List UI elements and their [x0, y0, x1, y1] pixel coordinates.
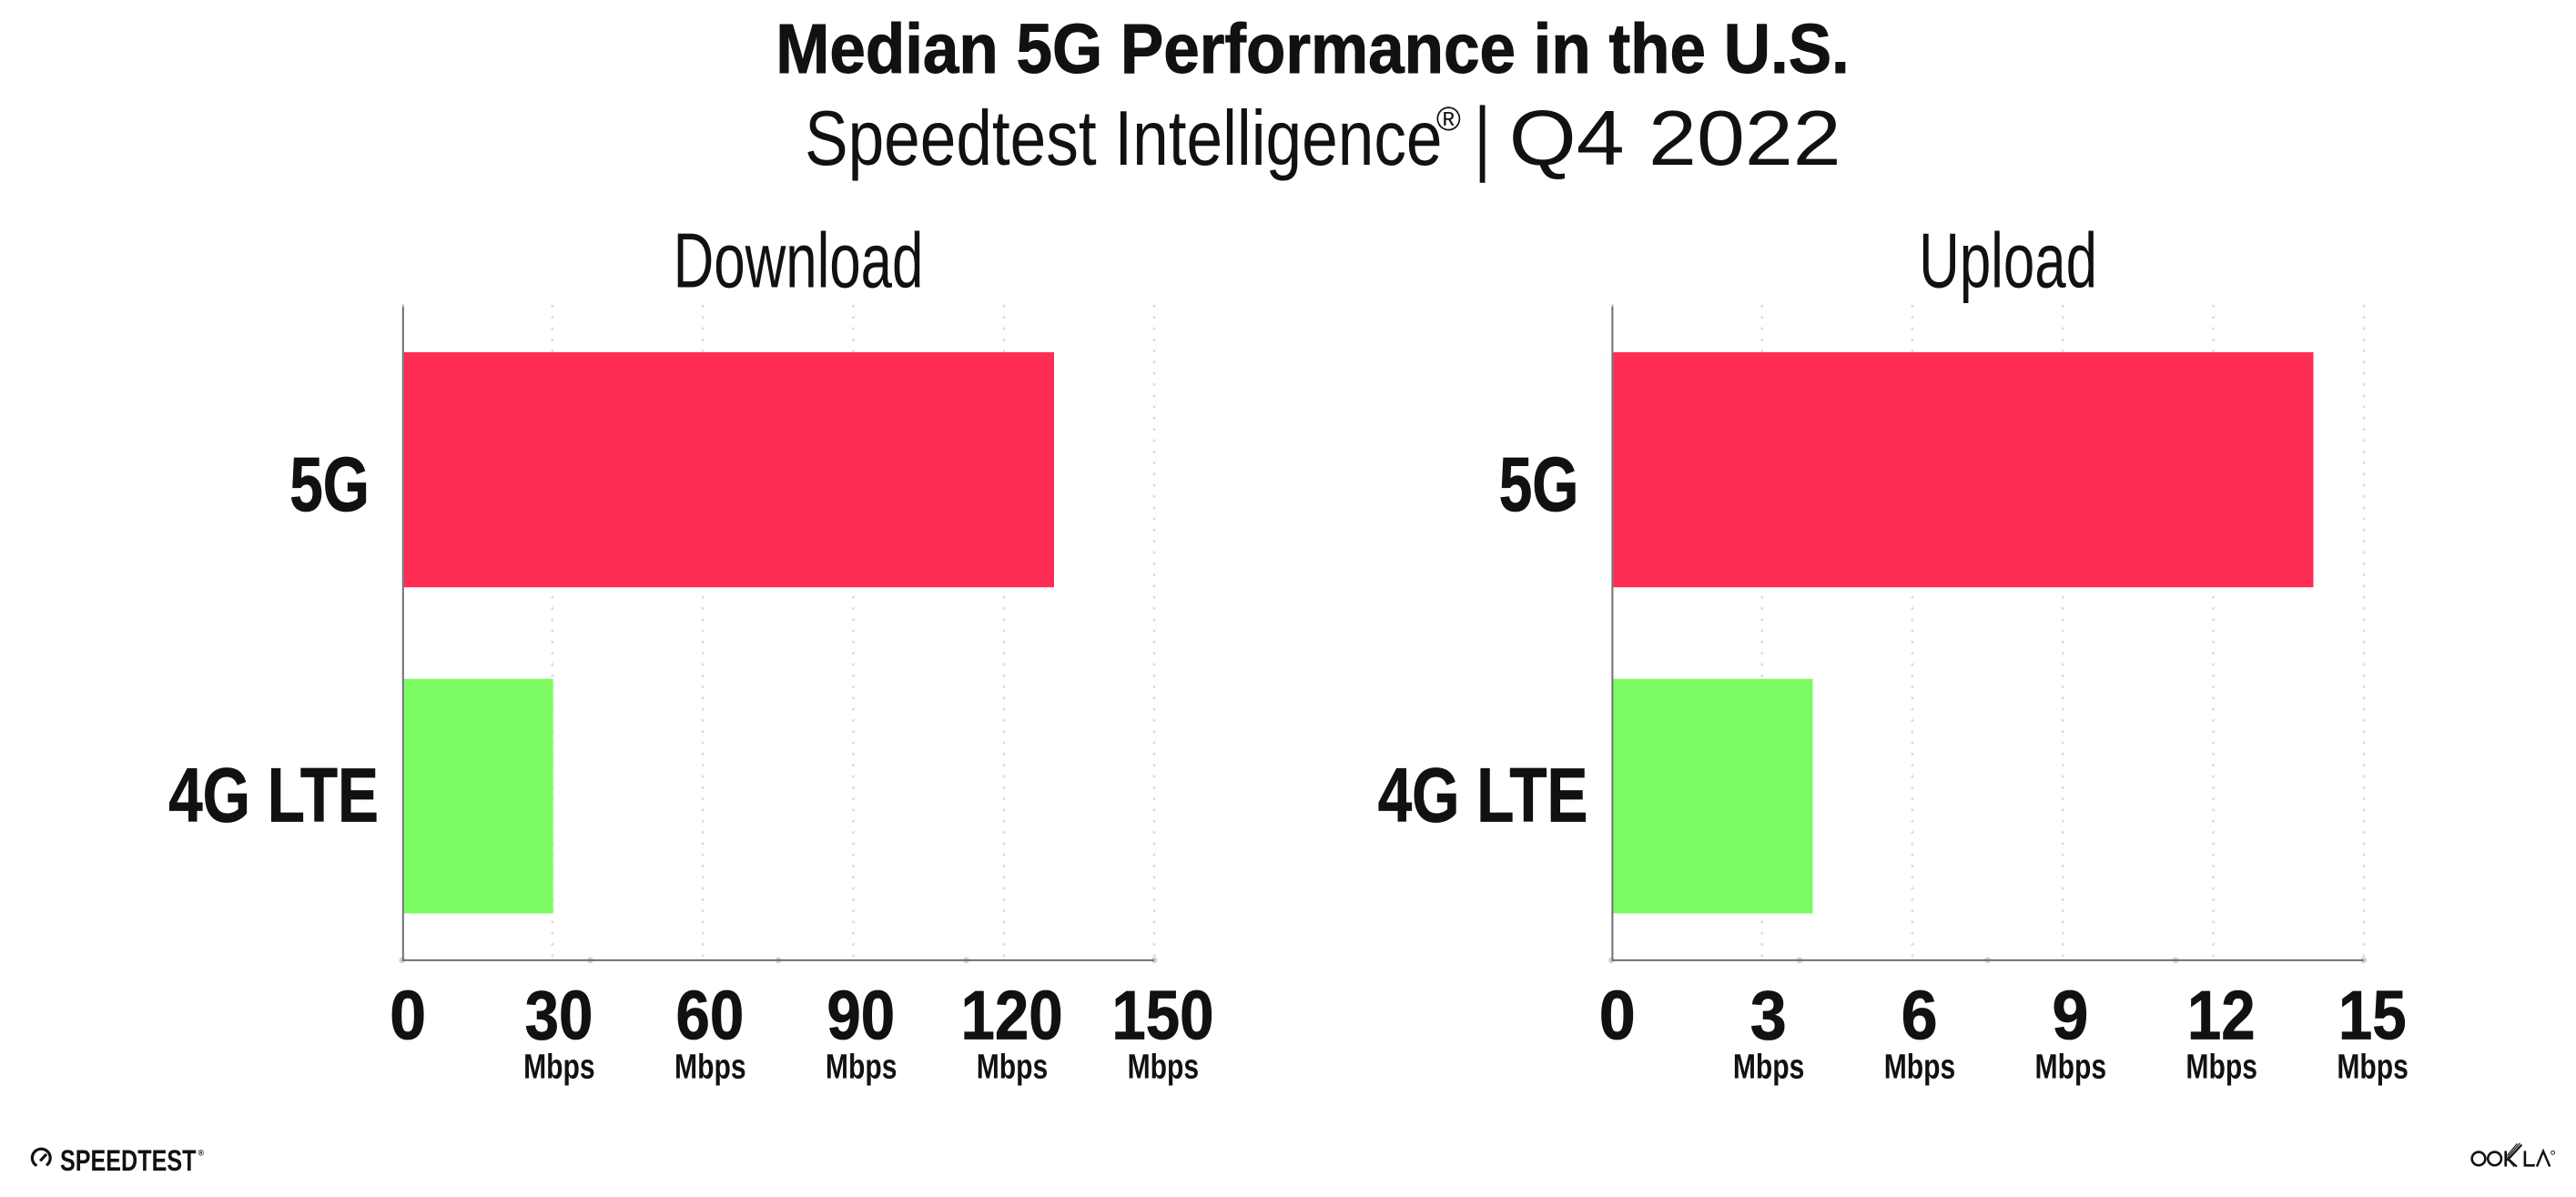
svg-text:90: 90	[827, 978, 895, 1055]
svg-text:0: 0	[390, 977, 426, 1054]
svg-text:5G: 5G	[1499, 441, 1579, 528]
svg-text:Speedtest Intelligence: Speedtest Intelligence	[805, 95, 1442, 182]
svg-text:Mbps: Mbps	[2337, 1048, 2409, 1086]
svg-text:Mbps: Mbps	[1884, 1048, 1956, 1086]
svg-text:60: 60	[676, 978, 745, 1055]
svg-text:®: ®	[1436, 100, 1461, 137]
svg-text:4G LTE: 4G LTE	[1378, 753, 1588, 838]
svg-text:3: 3	[1750, 977, 1787, 1054]
svg-text:12: 12	[2187, 978, 2256, 1055]
svg-text:4G LTE: 4G LTE	[168, 753, 379, 838]
svg-text:6: 6	[1902, 977, 1938, 1054]
svg-text:Mbps: Mbps	[2186, 1048, 2257, 1086]
svg-text:15: 15	[2338, 978, 2407, 1055]
svg-text:®: ®	[198, 1149, 205, 1158]
svg-text:Mbps: Mbps	[674, 1048, 746, 1086]
svg-text:5G: 5G	[289, 441, 370, 528]
svg-text:0: 0	[1599, 977, 1636, 1054]
svg-text:Mbps: Mbps	[523, 1048, 595, 1086]
svg-text:Mbps: Mbps	[2035, 1048, 2107, 1086]
svg-text:Download: Download	[674, 218, 924, 304]
svg-text:Upload: Upload	[1919, 218, 2097, 304]
svg-text:Mbps: Mbps	[1128, 1048, 1200, 1086]
svg-text:9: 9	[2052, 977, 2088, 1054]
svg-text:150: 150	[1111, 978, 1213, 1055]
svg-text:Median 5G Performance in the U: Median 5G Performance in the U.S.	[776, 9, 1850, 87]
svg-text:30: 30	[525, 978, 593, 1055]
svg-text:Mbps: Mbps	[1733, 1048, 1805, 1086]
svg-text:SPEEDTEST: SPEEDTEST	[60, 1145, 197, 1178]
svg-text:Mbps: Mbps	[977, 1048, 1049, 1086]
svg-text:Q4 2022: Q4 2022	[1509, 95, 1841, 181]
svg-text:120: 120	[961, 978, 1063, 1055]
svg-text:Mbps: Mbps	[826, 1048, 898, 1086]
